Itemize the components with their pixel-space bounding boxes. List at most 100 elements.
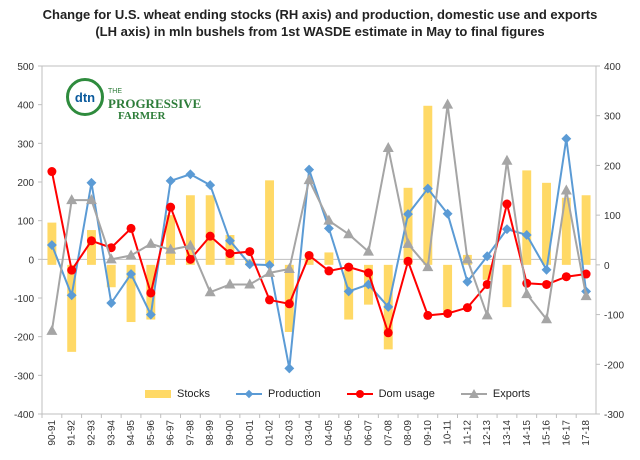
x-axis-tick-label: 00-01	[245, 420, 256, 446]
x-axis-tick-label: 08-09	[403, 420, 414, 446]
point-exports	[264, 266, 276, 277]
point-production	[86, 177, 97, 188]
bar-stocks	[106, 264, 116, 288]
x-axis-tick-label: 91-92	[67, 420, 78, 446]
point-exports	[521, 288, 533, 299]
legend-item-production: Production	[236, 388, 321, 400]
x-axis-tick-label: 01-02	[265, 420, 276, 446]
point-exports	[204, 286, 216, 297]
logo-name2: FARMER	[118, 110, 166, 122]
point-production	[284, 363, 295, 374]
right-axis-tick-label: -100	[604, 311, 624, 322]
logo-wordmark: THE PROGRESSIVE FARMER	[108, 86, 201, 122]
point-exports	[125, 249, 137, 260]
left-axis-tick-label: -100	[14, 294, 34, 305]
left-axis-tick-label: 0	[28, 255, 34, 266]
point-dom-usage	[443, 308, 453, 318]
bar-stocks	[126, 264, 136, 323]
bar-stocks	[304, 257, 314, 265]
point-production	[165, 175, 176, 186]
x-axis-tick-label: 05-06	[344, 420, 355, 446]
logo-name: PROGRESSIVE	[108, 96, 202, 111]
point-dom-usage	[205, 231, 215, 241]
point-exports	[46, 324, 58, 335]
bar-stocks	[443, 264, 453, 313]
x-axis-tick-label: 95-96	[146, 420, 157, 446]
bar-stocks	[502, 264, 512, 308]
legend-label-production: Production	[268, 388, 321, 400]
point-dom-usage	[324, 266, 334, 276]
point-exports	[283, 263, 295, 273]
point-production	[442, 208, 453, 219]
legend-swatch-production	[236, 389, 263, 399]
point-dom-usage	[67, 265, 77, 275]
right-axis-tick-label: 100	[604, 211, 621, 222]
point-dom-usage	[185, 254, 195, 264]
point-production	[264, 260, 275, 271]
point-dom-usage	[284, 299, 294, 309]
left-axis-tick-label: -400	[14, 410, 34, 421]
x-axis-tick-label: 14-15	[522, 420, 533, 446]
right-axis-tick-label: -300	[604, 410, 624, 421]
right-axis-tick-label: 0	[604, 261, 610, 272]
point-production	[46, 240, 57, 250]
point-dom-usage	[344, 262, 354, 272]
point-exports	[422, 261, 434, 272]
point-dom-usage	[403, 256, 413, 266]
x-axis-tick-label: 11-12	[462, 420, 473, 445]
legend: Stocks Production Dom usage Exports	[145, 388, 530, 400]
point-exports	[244, 278, 256, 289]
point-production	[383, 301, 394, 312]
point-production	[482, 251, 493, 262]
point-dom-usage	[126, 223, 136, 233]
right-axis-tick-label: 200	[604, 161, 621, 172]
legend-label-dom-usage: Dom usage	[378, 388, 435, 400]
point-production	[462, 276, 473, 287]
point-production	[205, 180, 216, 191]
x-axis-tick-label: 07-08	[383, 420, 394, 446]
x-axis-tick-label: 99-00	[225, 420, 236, 446]
x-axis-tick-label: 98-99	[205, 420, 216, 446]
right-axis-tick-label: 300	[604, 112, 621, 123]
legend-item-stocks: Stocks	[145, 388, 210, 400]
bar-stocks	[205, 195, 215, 265]
logo-the: THE	[108, 88, 122, 95]
legend-item-exports: Exports	[460, 388, 530, 400]
point-exports	[343, 228, 355, 239]
left-axis-tick-label: 500	[17, 62, 34, 73]
right-axis-tick-label: -200	[604, 360, 624, 371]
point-dom-usage	[423, 310, 433, 320]
point-dom-usage	[245, 247, 255, 257]
legend-item-dom-usage: Dom usage	[346, 388, 435, 400]
point-dom-usage	[542, 279, 552, 289]
point-dom-usage	[146, 288, 156, 298]
x-axis-tick-label: 94-95	[126, 420, 137, 446]
point-production	[541, 264, 552, 275]
point-production	[225, 235, 235, 246]
point-exports	[224, 278, 236, 289]
bar-stocks	[561, 197, 571, 265]
x-axis-tick-label: 90-91	[47, 420, 58, 446]
point-production	[343, 286, 354, 297]
bar-stocks	[542, 182, 551, 265]
point-dom-usage	[47, 167, 57, 177]
point-production	[561, 133, 572, 144]
left-axis-tick-label: 300	[17, 139, 34, 150]
point-exports	[165, 243, 177, 254]
point-exports	[145, 237, 157, 248]
x-axis-tick-label: 92-93	[86, 420, 97, 446]
point-dom-usage	[581, 269, 591, 279]
point-dom-usage	[561, 272, 571, 282]
left-axis-tick-label: 400	[17, 101, 34, 112]
point-dom-usage	[462, 303, 472, 313]
point-production	[323, 223, 334, 234]
x-axis-tick-label: 97-98	[185, 420, 196, 446]
bar-stocks	[185, 195, 195, 265]
bar-stocks	[166, 215, 176, 265]
point-dom-usage	[265, 295, 275, 305]
point-dom-usage	[482, 279, 492, 289]
legend-swatch-exports	[460, 389, 487, 398]
point-dom-usage	[363, 268, 373, 278]
dtn-progressive-farmer-logo: dtn THE PROGRESSIVE FARMER	[66, 78, 201, 122]
chart-title: Change for U.S. wheat ending stocks (RH …	[42, 7, 598, 39]
